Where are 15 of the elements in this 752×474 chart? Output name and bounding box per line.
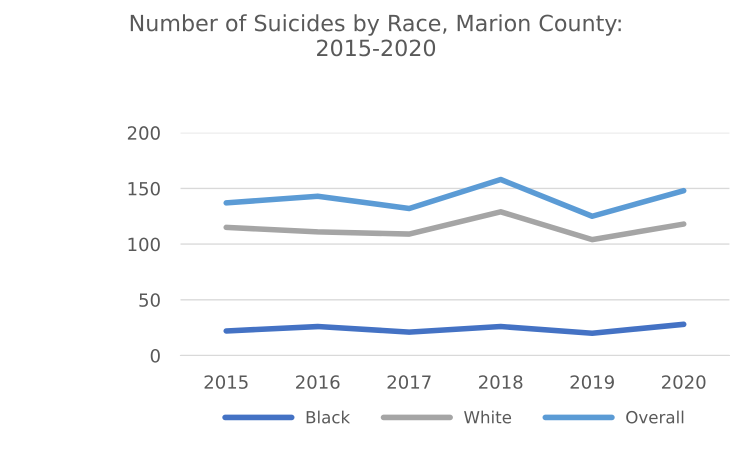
x-tick-label: 2020 bbox=[662, 375, 706, 389]
y-tick-label: 100 bbox=[128, 238, 160, 252]
y-tick-label: 0 bbox=[150, 348, 160, 363]
x-tick-label: 2015 bbox=[204, 375, 248, 389]
x-tick-label: 2018 bbox=[479, 375, 522, 389]
legend-label: Black bbox=[306, 410, 350, 424]
legend-label: White bbox=[464, 410, 512, 424]
y-tick-label: 150 bbox=[128, 182, 160, 196]
y-tick-label: 50 bbox=[139, 293, 160, 307]
chart-title: Number of Suicides by Race, Marion County: 2015-2020 bbox=[130, 14, 621, 56]
y-tick-label: 200 bbox=[128, 126, 160, 140]
x-tick-label: 2017 bbox=[388, 375, 431, 389]
x-tick-label: 2019 bbox=[570, 375, 614, 389]
x-tick-label: 2016 bbox=[296, 375, 340, 389]
legend-label: Overall bbox=[626, 410, 684, 424]
